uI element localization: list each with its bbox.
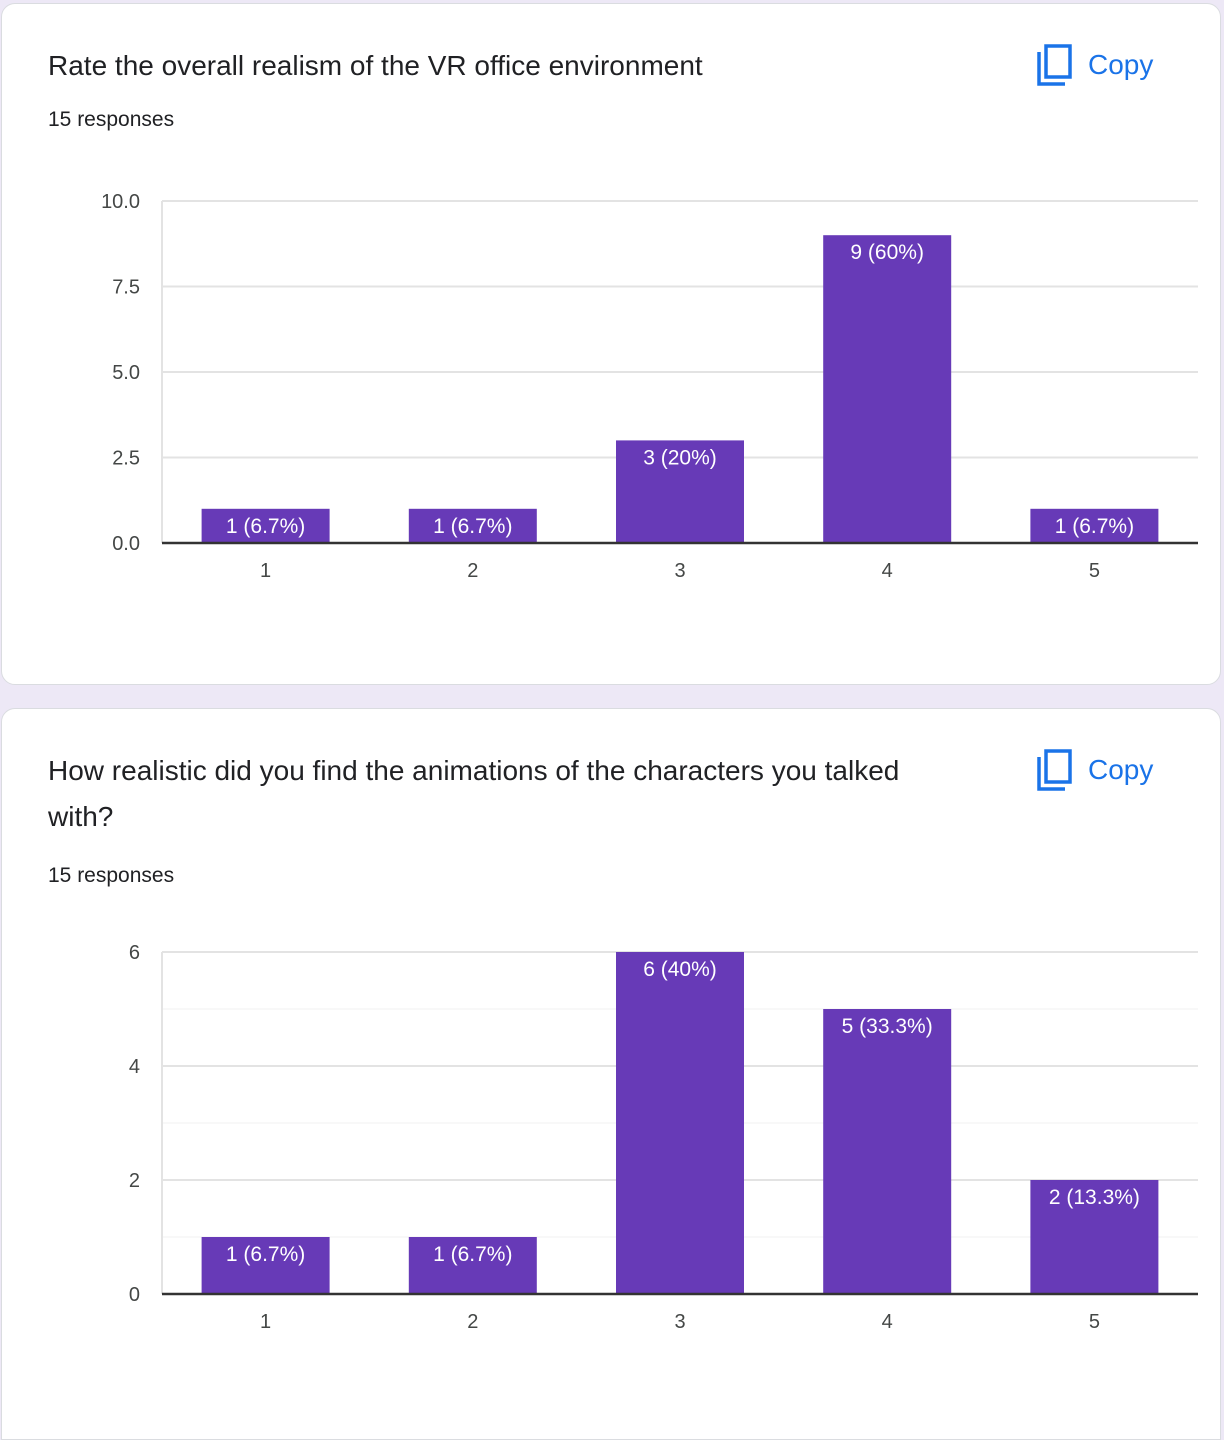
- copy-chart-button[interactable]: Copy: [1036, 745, 1153, 795]
- copy-icon: [1037, 749, 1072, 791]
- y-tick-label: 5.0: [112, 362, 140, 384]
- y-tick-label: 4: [129, 1056, 140, 1078]
- bar-data-label: 3 (20%): [643, 446, 717, 469]
- bar[interactable]: [823, 1009, 952, 1294]
- copy-icon: [1037, 44, 1072, 86]
- bar-data-label: 1 (6.7%): [226, 515, 305, 538]
- x-tick-label: 3: [674, 560, 685, 582]
- x-tick-label: 5: [1089, 1311, 1100, 1333]
- x-tick-label: 1: [260, 1311, 271, 1333]
- x-tick-label: 2: [467, 1311, 478, 1333]
- x-tick-label: 4: [882, 560, 893, 582]
- y-tick-label: 2: [129, 1170, 140, 1192]
- y-tick-label: 0: [129, 1284, 140, 1306]
- bar-data-label: 1 (6.7%): [226, 1243, 305, 1266]
- question-title: Rate the overall realism of the VR offic…: [48, 50, 703, 81]
- copy-chart-button[interactable]: Copy: [1036, 40, 1153, 90]
- bar-data-label: 9 (60%): [850, 241, 924, 264]
- bar-data-label: 1 (6.7%): [433, 1243, 512, 1266]
- x-tick-label: 5: [1089, 560, 1100, 582]
- y-tick-label: 7.5: [112, 277, 140, 299]
- y-tick-label: 6: [129, 942, 140, 964]
- bar[interactable]: [408, 1237, 537, 1294]
- bar-chart: 0.0 2.5 5.0 7.5 10.0 1 (6.7%) 1 1 (6.7%) 2 3 (20%…: [101, 191, 1198, 582]
- copy-label: Copy: [1088, 49, 1154, 80]
- x-tick-label: 1: [260, 560, 271, 582]
- copy-label: Copy: [1088, 754, 1154, 785]
- x-tick-label: 4: [882, 1311, 893, 1333]
- bar[interactable]: [201, 508, 330, 543]
- bar-data-label: 2 (13.3%): [1049, 1186, 1140, 1209]
- y-tick-label: 10.0: [101, 191, 140, 213]
- question-card-2: How realistic did you find the animation…: [1, 708, 1221, 1440]
- question-title: How realistic did you find the animation…: [48, 755, 900, 832]
- question-card-1: Rate the overall realism of the VR offic…: [1, 3, 1221, 685]
- response-count: 15 responses: [48, 108, 175, 131]
- response-count: 15 responses: [48, 864, 175, 887]
- y-tick-label: 2.5: [112, 448, 140, 470]
- x-tick-label: 2: [467, 560, 478, 582]
- bar[interactable]: [201, 1237, 330, 1294]
- bar[interactable]: [823, 235, 952, 543]
- bar[interactable]: [1030, 508, 1159, 543]
- bar[interactable]: [408, 508, 537, 543]
- bar-data-label: 1 (6.7%): [1055, 515, 1134, 538]
- x-tick-label: 3: [674, 1311, 685, 1333]
- y-tick-label: 0.0: [112, 533, 140, 555]
- bar-chart: 0 2 4 6 1 (6.7%) 1 1 (6.7%) 2 6 (40%) 3 5 (33.3%) 4…: [129, 942, 1198, 1333]
- bar[interactable]: [616, 440, 744, 543]
- bar[interactable]: [616, 952, 744, 1294]
- bar[interactable]: [1030, 1180, 1159, 1294]
- bar-data-label: 5 (33.3%): [842, 1015, 933, 1038]
- bar-data-label: 1 (6.7%): [433, 515, 512, 538]
- bar-data-label: 6 (40%): [643, 958, 717, 981]
